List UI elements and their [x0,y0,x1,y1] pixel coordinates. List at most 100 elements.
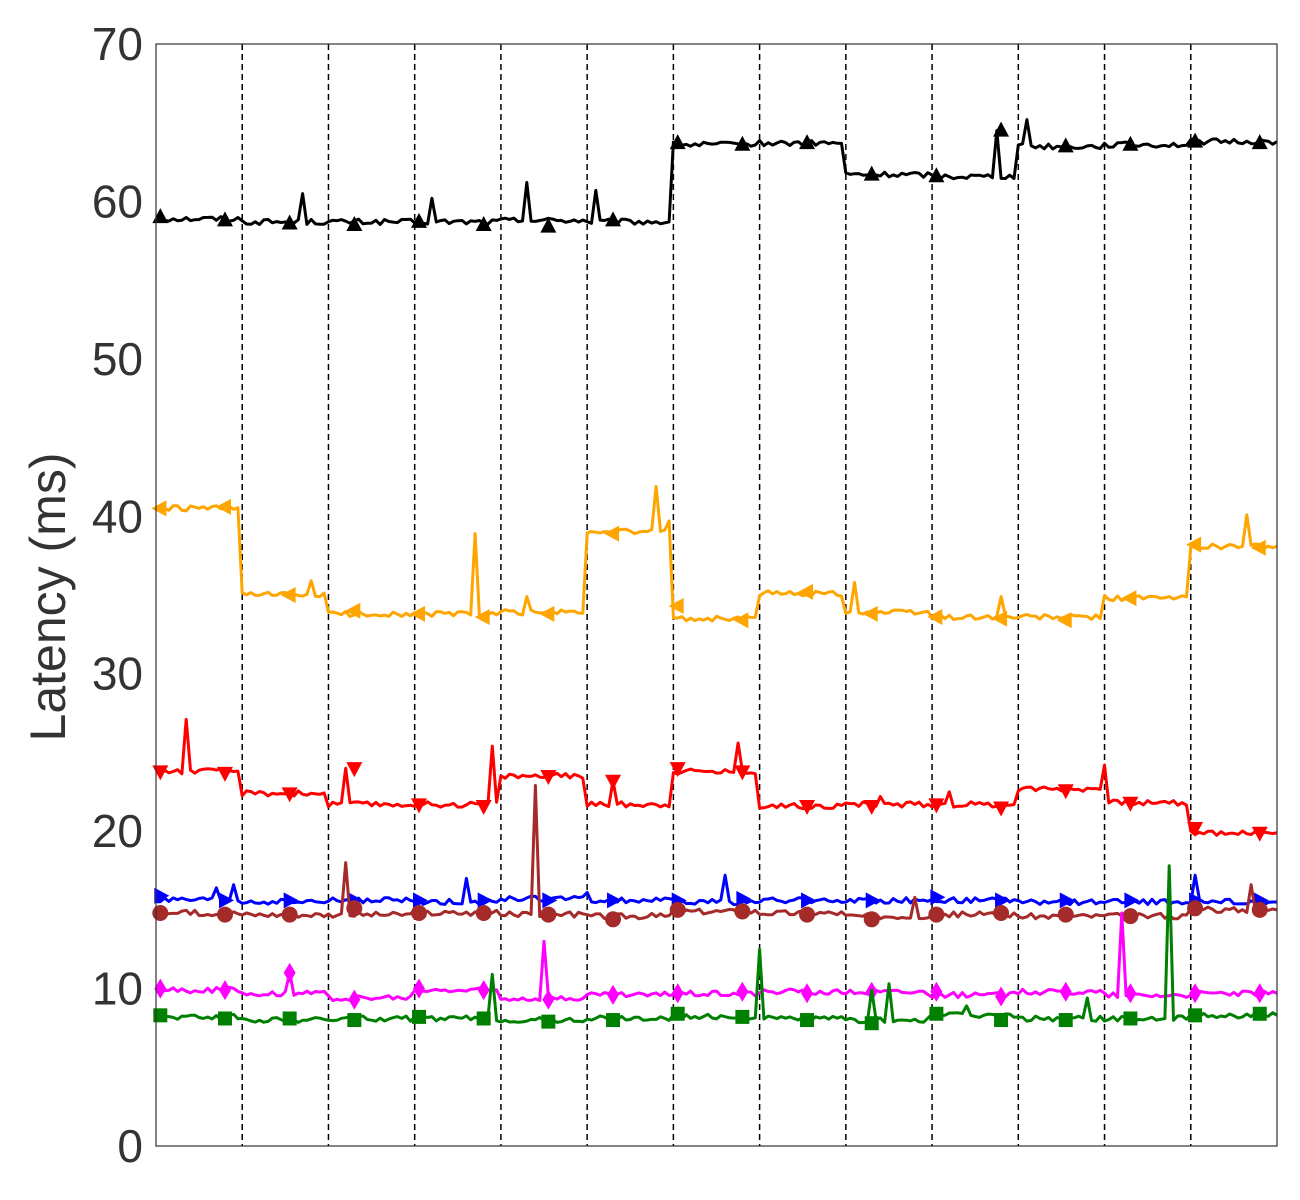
series-3-marker [1057,784,1074,800]
series-3-marker [993,801,1010,817]
series-3-marker [281,787,298,803]
series-5-marker [993,905,1010,922]
y-tick-label: 0 [117,1120,143,1172]
series-4-marker [995,892,1011,909]
series-1-marker [669,134,686,150]
series-5-marker [734,903,751,920]
series-6-line [155,911,1278,1002]
series-7-marker [153,1008,168,1023]
series-5-marker [1057,906,1074,923]
series-4-marker [542,892,558,909]
series-3-marker [1122,796,1139,812]
series-2-marker [215,498,231,515]
series-4-marker [413,892,429,909]
series-7-marker [1188,1008,1203,1023]
y-tick-label: 50 [92,333,143,385]
y-axis-ticks: 0 10 20 30 40 50 60 70 [92,18,143,1172]
series-2-marker [1250,539,1266,556]
series-4 [154,873,1277,909]
series-4-marker [154,887,170,904]
series-2 [151,484,1278,629]
series-7-marker [217,1011,232,1026]
series-2-marker [410,605,426,622]
series-3-marker [734,765,751,781]
series-6-marker [1124,983,1137,1004]
series-1-line [155,118,1278,226]
series-7-marker [800,1013,815,1028]
y-tick-label: 10 [92,963,143,1015]
series-6-marker [995,986,1008,1007]
series-1-marker [993,121,1010,137]
series-4-marker [218,892,234,909]
series-5-marker [411,905,428,922]
series-3-marker [799,799,816,815]
series-7-marker [864,1016,879,1031]
series-7-line [155,864,1278,1025]
series-2-marker [927,609,943,626]
series-2-marker [539,605,555,622]
series-2-line [155,484,1278,623]
series-3-marker [1187,821,1204,837]
series-5-marker [281,906,298,923]
series-7 [153,864,1278,1031]
series-4-marker [736,890,752,907]
series-7-marker [412,1009,427,1024]
series-6-marker [477,980,490,1001]
series-6 [154,911,1278,1010]
series-5-marker [216,906,233,923]
series-2-marker [1056,612,1072,629]
series-1-marker [411,212,428,228]
series-3-line [155,717,1278,837]
series-1 [152,118,1278,233]
plot-frame [155,43,1278,1147]
series-2-marker [151,500,167,517]
series-2-marker [798,583,814,600]
series-6-marker [607,984,620,1005]
series-1-marker [605,211,622,227]
series-6-marker [1189,983,1202,1004]
series-2-marker [1121,590,1137,607]
series-7-marker [347,1013,362,1028]
series-5-line [154,784,1278,921]
series-1-marker [1057,137,1074,153]
y-tick-label: 70 [92,18,143,70]
series-2-marker [733,612,749,629]
series-2-marker [668,598,684,615]
y-tick-label: 60 [92,175,143,227]
series-3-marker [863,799,880,815]
series-3 [152,717,1278,842]
series-3-marker [411,798,428,814]
series-4-marker [477,892,493,909]
series-1-marker [216,211,233,227]
series-4-line [156,873,1277,907]
series-4-marker [607,892,623,909]
series-7-marker [282,1011,297,1026]
series-1-marker [152,208,169,224]
series-5-marker [346,900,363,917]
series-4-marker [801,892,817,909]
series-2-marker [280,587,296,603]
series-5-marker [928,906,945,923]
vertical-grid-lines [241,44,1192,1146]
y-tick-label: 30 [92,648,143,700]
series-1-marker [281,214,298,230]
series-2-marker [1186,536,1202,553]
series-5-marker [1251,901,1268,918]
series-6-marker [413,978,426,999]
series-6-marker [348,989,361,1010]
series-1-marker [734,135,751,151]
series-1-marker [475,216,492,232]
series-7-marker [929,1006,944,1021]
series-2-marker [604,525,620,542]
series-1-marker [863,165,880,181]
series-1-marker [540,217,557,233]
series-5-marker [475,905,492,922]
series-6-marker [930,981,943,1002]
series-5-marker [863,911,880,928]
series-5-marker [152,905,169,922]
series-1-marker [928,167,945,183]
series-5-marker [669,901,686,918]
series-5-marker [1187,900,1204,917]
series-7-marker [670,1006,685,1021]
